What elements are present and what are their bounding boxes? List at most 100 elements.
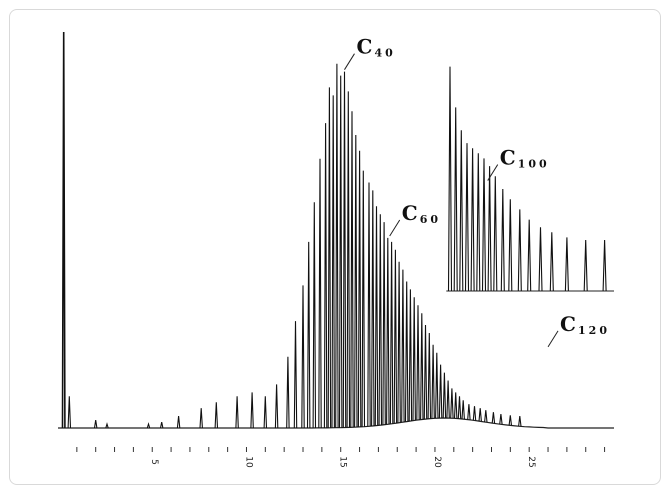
main-peak bbox=[431, 344, 435, 419]
main-peak bbox=[438, 364, 443, 419]
main-peak bbox=[331, 95, 335, 428]
x-tick-label: 5 bbox=[149, 459, 159, 465]
main-peak bbox=[350, 111, 354, 428]
main-peak bbox=[518, 416, 522, 427]
x-tick-label: 15 bbox=[338, 456, 348, 467]
chart-frame: 5 10 15 20 25 C 40 C 60 C 100 C 120 bbox=[9, 9, 661, 485]
main-peak bbox=[327, 87, 332, 428]
annotation-subscript: 60 bbox=[420, 213, 441, 226]
inset-peak bbox=[527, 219, 532, 292]
inset-peak bbox=[517, 209, 522, 292]
annotation-leader bbox=[487, 164, 499, 181]
x-axis: 5 10 15 20 25 bbox=[76, 447, 606, 468]
annotation-leader bbox=[389, 219, 401, 237]
main-peak bbox=[176, 416, 181, 429]
main-peak bbox=[389, 241, 394, 424]
inset-peak bbox=[487, 166, 492, 292]
main-peak bbox=[371, 190, 375, 427]
main-peak bbox=[67, 396, 72, 429]
main-peak bbox=[286, 356, 290, 429]
inset-peak bbox=[602, 239, 607, 292]
main-peak bbox=[420, 313, 424, 420]
main-peak bbox=[361, 170, 366, 427]
main-peak bbox=[342, 71, 347, 428]
main-peak bbox=[397, 261, 401, 423]
main-peak bbox=[199, 408, 203, 429]
main-peak bbox=[453, 392, 458, 419]
main-trace bbox=[58, 31, 614, 429]
main-peak bbox=[412, 297, 416, 421]
main-peak bbox=[478, 408, 482, 422]
x-tick-label: 25 bbox=[526, 456, 536, 467]
main-peak bbox=[499, 414, 503, 425]
inset-peak bbox=[459, 130, 464, 292]
main-peak bbox=[93, 420, 98, 429]
annotation-c60: C 60 bbox=[389, 201, 441, 237]
inset-trace bbox=[446, 66, 614, 292]
main-peak bbox=[159, 421, 164, 429]
main-peak bbox=[318, 158, 322, 428]
main-peak bbox=[484, 410, 488, 423]
annotation-label: C bbox=[560, 312, 576, 336]
inset-peak bbox=[508, 199, 513, 292]
annotation-label: C bbox=[356, 35, 372, 59]
main-peak bbox=[214, 402, 219, 429]
inset-peak bbox=[493, 176, 498, 292]
annotation-subscript: 120 bbox=[578, 324, 610, 337]
main-peak bbox=[293, 321, 298, 429]
x-tick-label: 10 bbox=[243, 456, 253, 468]
annotation-c100: C 100 bbox=[487, 146, 547, 181]
main-peak bbox=[442, 372, 447, 419]
main-peak bbox=[472, 406, 477, 421]
main-peak bbox=[357, 150, 362, 427]
main-peak bbox=[323, 123, 328, 428]
inset-peak bbox=[447, 66, 453, 292]
annotation-leader bbox=[547, 330, 559, 348]
annotation-label: C bbox=[500, 146, 516, 170]
annotation-c120: C 120 bbox=[547, 312, 610, 348]
main-peak bbox=[393, 249, 398, 424]
main-peak bbox=[250, 392, 254, 429]
main-peak bbox=[401, 269, 405, 423]
inset-peak bbox=[453, 107, 458, 292]
main-peak bbox=[467, 404, 471, 420]
main-peak bbox=[446, 380, 450, 419]
main-peak bbox=[508, 415, 513, 426]
annotation-leader bbox=[344, 53, 355, 70]
main-peak bbox=[263, 396, 268, 429]
main-peak bbox=[386, 237, 390, 425]
inset-peak bbox=[583, 239, 588, 292]
main-peak bbox=[435, 352, 439, 419]
main-peak bbox=[461, 400, 465, 420]
inset-peak bbox=[500, 188, 505, 292]
main-peak bbox=[416, 305, 420, 421]
main-peak bbox=[408, 289, 413, 422]
annotation-c40: C 40 bbox=[344, 35, 395, 70]
main-peak bbox=[423, 324, 428, 420]
main-peak bbox=[335, 63, 339, 428]
inset-peak bbox=[481, 158, 487, 292]
main-peak bbox=[146, 422, 151, 429]
inset-peak bbox=[538, 227, 543, 292]
main-peak bbox=[346, 91, 351, 428]
main-peak bbox=[378, 214, 383, 426]
inset-peak bbox=[564, 237, 569, 292]
inset-peak bbox=[549, 232, 554, 292]
inset-peak bbox=[476, 153, 481, 292]
inset-peak bbox=[464, 143, 470, 292]
main-peak bbox=[274, 384, 279, 429]
main-peak bbox=[491, 412, 496, 424]
main-peak bbox=[374, 206, 379, 426]
annotation-subscript: 40 bbox=[374, 47, 395, 60]
x-tick-label: 20 bbox=[432, 456, 442, 468]
main-peak bbox=[338, 75, 343, 428]
annotation-label: C bbox=[402, 201, 418, 225]
main-peak bbox=[105, 422, 109, 429]
main-peak bbox=[235, 396, 239, 429]
main-peak bbox=[427, 332, 432, 419]
main-peak bbox=[61, 31, 66, 429]
main-peak bbox=[312, 202, 317, 428]
main-peak bbox=[301, 285, 305, 429]
